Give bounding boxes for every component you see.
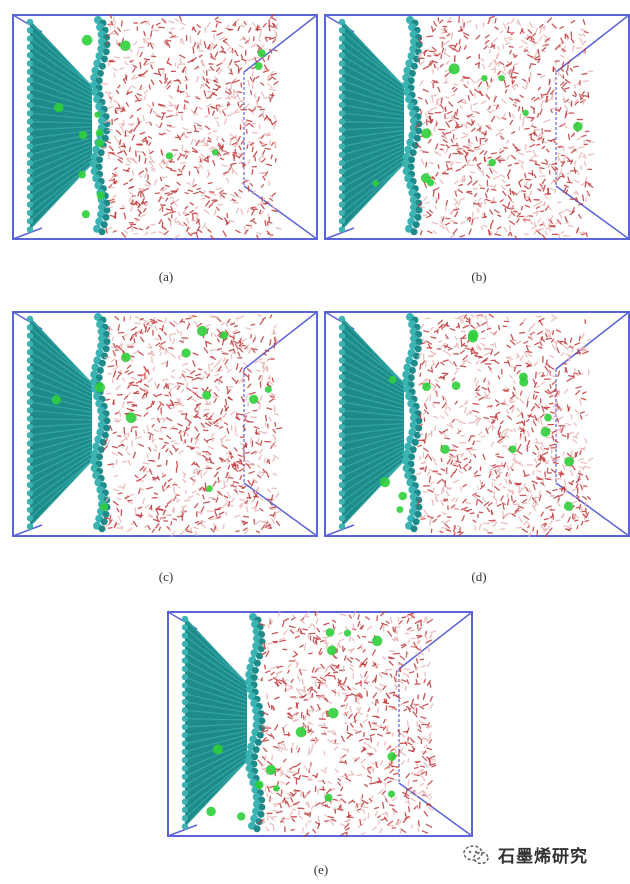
panel-caption-a: (a) xyxy=(158,269,174,284)
graphene-wall xyxy=(402,16,423,236)
solute-molecules xyxy=(379,329,574,514)
snapshot-panel-c xyxy=(12,311,318,537)
panel-caption-b: (b) xyxy=(471,269,487,284)
water-molecules xyxy=(415,313,594,537)
simulation-box xyxy=(324,311,630,537)
solute-molecules xyxy=(54,34,266,219)
water-molecules xyxy=(414,15,595,240)
simulation-box xyxy=(167,611,473,837)
graphene-sheet xyxy=(338,18,405,233)
water-molecules xyxy=(103,313,283,537)
snapshot-panel-b xyxy=(324,14,630,240)
graphene-sheet xyxy=(338,315,405,530)
water-molecules xyxy=(101,14,282,240)
graphene-wall xyxy=(90,16,111,236)
graphene-sheet xyxy=(26,18,93,233)
wechat-icon xyxy=(463,844,489,864)
snapshot-panel-d xyxy=(324,311,630,537)
simulation-box xyxy=(12,311,318,537)
graphene-sheet xyxy=(181,615,248,830)
watermark-text: 石墨烯研究 xyxy=(498,847,588,867)
solute-molecules xyxy=(206,628,397,821)
panel-caption-c: (c) xyxy=(158,569,174,584)
watermark: 石墨烯研究 xyxy=(462,842,588,867)
graphene-sheet xyxy=(26,315,93,530)
water-molecules xyxy=(257,611,437,837)
graphene-wall xyxy=(402,313,423,533)
solute-molecules xyxy=(372,63,583,187)
panel-caption-e: (e) xyxy=(313,862,329,877)
snapshot-panel-e xyxy=(167,611,473,837)
graphene-wall xyxy=(245,613,266,833)
solute-molecules xyxy=(51,325,272,511)
snapshot-panel-a xyxy=(12,14,318,240)
panel-caption-d: (d) xyxy=(471,569,487,584)
